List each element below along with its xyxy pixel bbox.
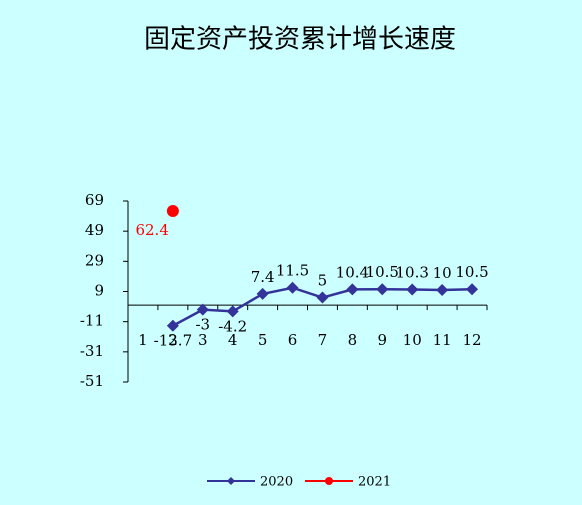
x-tick-label: 4 — [228, 331, 238, 349]
y-tick-label: 29 — [85, 251, 104, 269]
data-label: 5 — [318, 272, 328, 290]
data-label: 7.4 — [251, 268, 275, 286]
marker — [286, 281, 299, 294]
x-tick-label: 2 — [168, 331, 178, 349]
legend-label: 2021 — [358, 475, 391, 490]
marker — [406, 283, 419, 296]
marker — [256, 287, 269, 300]
y-tick-label: 9 — [94, 282, 104, 300]
marker — [436, 283, 449, 296]
legend-marker — [325, 477, 333, 485]
data-label: 10 — [433, 264, 452, 282]
y-tick-label: -51 — [80, 372, 104, 390]
x-tick-label: 10 — [403, 331, 422, 349]
x-tick-label: 3 — [198, 331, 208, 349]
y-tick-label: 49 — [85, 221, 104, 239]
data-label: 62.4 — [135, 221, 168, 239]
legend-label: 2020 — [260, 475, 293, 490]
marker — [166, 204, 179, 217]
data-label: -4.2 — [218, 317, 247, 335]
marker — [226, 305, 239, 318]
x-tick-label: 8 — [348, 331, 358, 349]
x-tick-label: 11 — [433, 331, 452, 349]
data-label: -3 — [195, 316, 210, 334]
chart-title: 固定资产投资累计增长速度 — [144, 25, 456, 55]
data-label: 10.5 — [455, 263, 488, 281]
y-tick-label: -11 — [80, 312, 104, 330]
data-label: -13.7 — [154, 332, 192, 350]
x-tick-label: 9 — [378, 331, 388, 349]
data-label: 10.4 — [336, 263, 369, 281]
data-label: 10.5 — [366, 263, 399, 281]
x-tick-label: 6 — [288, 331, 298, 349]
x-tick-label: 1 — [138, 331, 148, 349]
marker — [466, 283, 479, 296]
marker — [196, 303, 209, 316]
data-label: 11.5 — [276, 262, 309, 280]
marker — [316, 291, 329, 304]
x-tick-label: 5 — [258, 331, 268, 349]
marker — [166, 319, 179, 332]
y-tick-label: 69 — [85, 191, 104, 209]
legend-marker — [227, 477, 235, 485]
x-tick-label: 12 — [462, 331, 481, 349]
x-tick-label: 7 — [318, 331, 328, 349]
marker — [346, 283, 359, 296]
marker — [376, 283, 389, 296]
y-tick-label: -31 — [80, 342, 104, 360]
data-label: 10.3 — [396, 264, 429, 282]
